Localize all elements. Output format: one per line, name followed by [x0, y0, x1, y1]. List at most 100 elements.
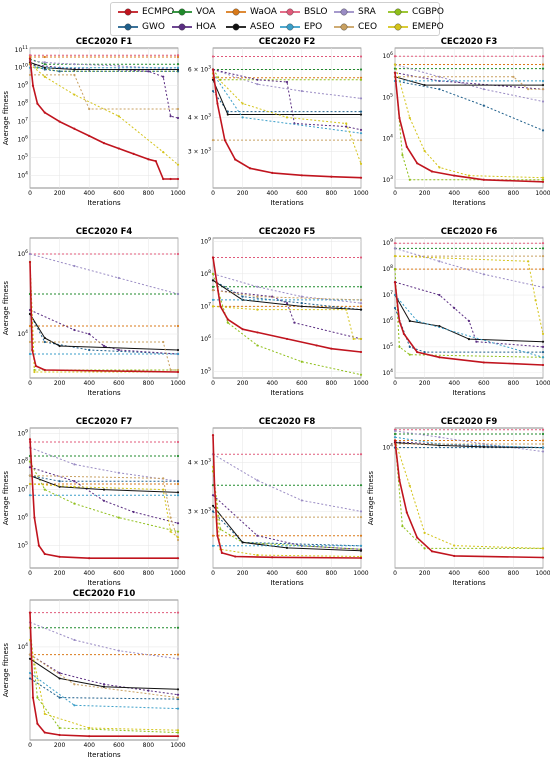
series-line-sra — [394, 247, 544, 288]
chart-svg: CEC2020 F3 0 200 400 600 800 1000 103 104 105 106 I… — [382, 37, 550, 207]
series-point-emepo — [256, 553, 259, 557]
series-point-emepo — [28, 482, 32, 486]
series-point-hoa — [102, 683, 106, 686]
series-line-epo — [29, 672, 179, 710]
series-point-voa — [541, 67, 545, 70]
series-point-cgbpo — [393, 268, 397, 271]
series-point-ecmpo — [393, 280, 397, 284]
y-tick-label: 1010 — [15, 63, 29, 72]
series-point-ecmpo — [271, 556, 274, 559]
series-point-gwo — [423, 350, 426, 354]
series-point-ecmpo — [256, 331, 259, 334]
chart-svg: CEC2020 F9 0 200 400 600 800 1000 104 Iterations… — [367, 417, 550, 587]
series-point-sra — [117, 649, 120, 652]
x-tick-label: 0 — [28, 190, 32, 197]
series-point-ceo — [28, 653, 32, 656]
series-point-cgbpo — [423, 547, 426, 550]
series-point-hoa — [147, 70, 150, 73]
x-tick-label: 600 — [113, 742, 125, 749]
x-tick-label: 200 — [237, 380, 249, 387]
series-point-waoa — [541, 63, 545, 66]
x-tick-label: 0 — [211, 190, 215, 197]
chart-title: CEC2020 F2 — [259, 37, 316, 47]
series-point-hoa — [256, 78, 259, 81]
series-point-ecmpo — [541, 363, 545, 367]
x-tick-label: 0 — [28, 570, 32, 577]
series-point-cgbpo — [256, 344, 259, 347]
series-point-gwo — [58, 480, 61, 483]
series-point-hoa — [467, 319, 471, 323]
series-point-aseo — [176, 348, 180, 352]
series-point-ceo — [211, 516, 215, 519]
series-point-gwo — [28, 677, 32, 680]
series-point-hoa — [117, 348, 120, 352]
series-point-bslo — [541, 242, 545, 245]
x-tick-label: 800 — [143, 380, 155, 387]
series-point-voa — [176, 626, 180, 629]
legend-marker-icon — [280, 8, 300, 16]
y-tick-label: 108 — [200, 269, 211, 278]
series-point-aseo — [43, 66, 46, 69]
x-tick-label: 1000 — [170, 570, 185, 577]
y-tick-label: 109 — [200, 236, 211, 245]
x-tick-label: 1000 — [353, 190, 368, 197]
series-line-sra — [212, 69, 362, 99]
series-point-ecmpo — [453, 554, 456, 558]
series-point-hoa — [541, 345, 545, 348]
series-line-aseo — [394, 442, 544, 449]
legend-label: EMEPO — [412, 22, 444, 32]
series-point-cgbpo — [408, 178, 411, 181]
series-point-bslo — [393, 242, 397, 245]
series-point-ecmpo — [482, 178, 485, 181]
series-point-voa — [359, 484, 363, 487]
series-point-emepo — [438, 166, 441, 169]
x-tick-label: 1000 — [353, 570, 368, 577]
series-point-waoa — [541, 439, 545, 442]
chart-title: CEC2020 F4 — [76, 227, 133, 237]
x-tick-label: 600 — [113, 380, 125, 387]
series-point-ecmpo — [211, 256, 215, 259]
series-point-hoa — [88, 332, 91, 336]
legend-marker-icon — [226, 23, 246, 31]
series-point-bslo — [176, 252, 180, 256]
legend-label: WaOA — [250, 7, 277, 17]
series-point-ecmpo — [453, 174, 456, 177]
series-point-ecmpo — [285, 337, 289, 341]
y-tick-label: 107 — [382, 290, 393, 299]
legend-marker-icon — [172, 23, 192, 31]
series-point-bslo — [211, 55, 215, 58]
series-point-aseo — [482, 445, 485, 448]
series-point-sra — [28, 252, 32, 256]
y-tick-label: 105 — [17, 541, 28, 550]
series-line-gwo — [29, 63, 178, 72]
series-point-hoa — [176, 116, 180, 120]
x-tick-label: 200 — [54, 380, 66, 387]
x-tick-label: 400 — [83, 190, 95, 197]
series-line-cgbpo — [394, 269, 544, 358]
series-point-emepo — [467, 174, 471, 177]
series-point-hoa — [285, 80, 289, 84]
series-point-cgbpo — [541, 178, 545, 181]
series-point-ecmpo — [541, 180, 545, 183]
series-point-sra — [359, 510, 363, 513]
series-point-epo — [541, 446, 545, 449]
y-tick-label: 104 — [17, 329, 28, 338]
chart-svg: CEC2020 F7 0 200 400 600 800 1000 105 106 107 108 1… — [2, 417, 186, 587]
series-point-emepo — [534, 299, 537, 302]
series-point-epo — [241, 116, 244, 119]
y-tick-label: 104 — [17, 170, 28, 179]
series-point-aseo — [176, 688, 180, 691]
series-point-ecmpo — [58, 555, 61, 558]
series-point-emepo — [527, 260, 530, 263]
series-point-emepo — [162, 488, 165, 491]
series-point-emepo — [359, 337, 363, 341]
legend-marker-icon — [280, 23, 300, 31]
y-tick-label: 104 — [382, 134, 393, 143]
series-point-voa — [393, 67, 397, 70]
series-point-aseo — [58, 344, 61, 348]
chart-title: CEC2020 F6 — [441, 227, 498, 237]
series-point-sra — [73, 463, 76, 466]
series-point-sra — [482, 273, 485, 276]
y-tick-label: 107 — [200, 301, 211, 310]
x-tick-label: 0 — [211, 380, 215, 387]
